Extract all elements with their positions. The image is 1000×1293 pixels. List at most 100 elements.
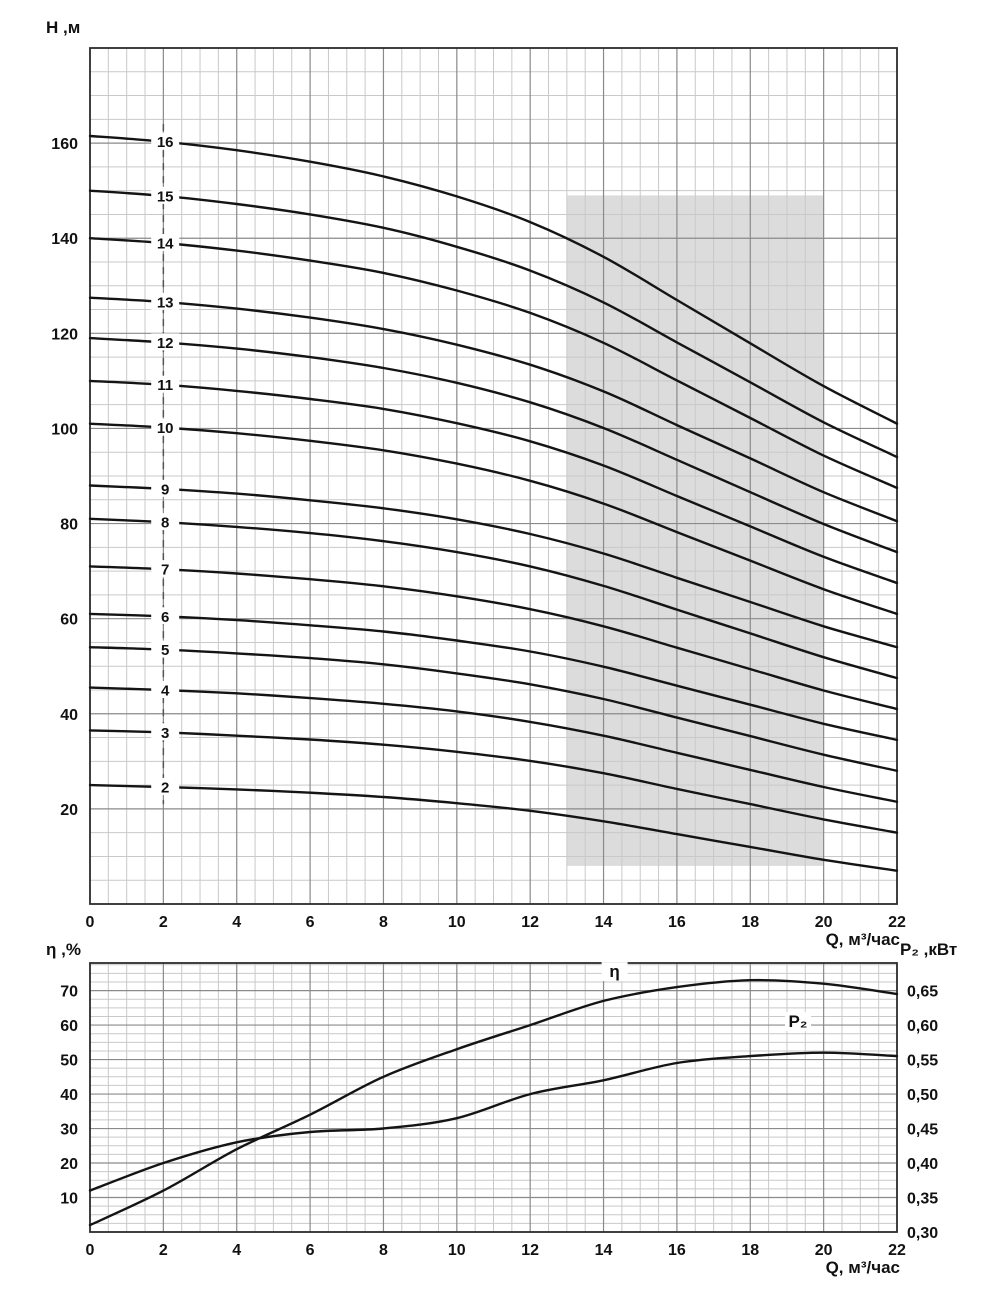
head-curve-4 <box>88 686 899 803</box>
head-curve-10 <box>88 422 899 616</box>
stage-label-12: 12 <box>157 335 174 352</box>
tick-label: 70 <box>60 984 78 1001</box>
stage-label-bg <box>151 333 180 351</box>
stage-label-15: 15 <box>157 188 174 205</box>
stage-label-bg <box>151 479 180 497</box>
efficiency-power-chart: η P₂ 0 2 4 6 8 10 12 14 16 18 20 22 10 20 30 40 50 60 70 0,65… <box>60 962 938 1259</box>
curve-label-bg <box>601 962 628 982</box>
stage-label-bg <box>151 607 180 625</box>
power-curve <box>88 1051 899 1192</box>
head-curve-12 <box>88 336 899 554</box>
head-curve-16 <box>88 134 899 425</box>
tick-label: 0,30 <box>907 1225 938 1242</box>
efficiency-axis-title: η ,% <box>46 940 81 959</box>
flow-axis-title-top: Q, м³/час <box>825 930 900 949</box>
tick-label: 12 <box>521 914 539 931</box>
stage-label-16: 16 <box>157 134 174 151</box>
stage-label-3: 3 <box>161 725 169 742</box>
tick-label: 2 <box>159 1242 168 1259</box>
stage-label-bg <box>151 292 180 310</box>
tick-label: 40 <box>60 1087 78 1104</box>
tick-label: 2 <box>159 914 168 931</box>
tick-label: 80 <box>60 517 78 534</box>
power-curve-label: P₂ <box>789 1012 808 1031</box>
tick-label: 140 <box>51 231 78 248</box>
tick-label: 30 <box>60 1122 78 1139</box>
efficiency-chart-frame <box>89 962 898 1233</box>
tick-label: 16 <box>668 1242 686 1259</box>
tick-label: 14 <box>595 914 613 931</box>
head-curve-6 <box>88 612 899 742</box>
tick-label: 100 <box>51 421 78 438</box>
head-curve-8 <box>88 517 899 680</box>
efficiency-curve-label: η <box>609 962 619 981</box>
head-curve-14 <box>88 237 899 490</box>
stage-label-9: 9 <box>161 481 169 498</box>
tick-label: 8 <box>379 1242 388 1259</box>
tick-label: 0 <box>86 1242 95 1259</box>
stage-label-bg <box>151 778 180 795</box>
stage-label-5: 5 <box>161 642 169 659</box>
tick-label: 16 <box>668 914 686 931</box>
tick-label: 22 <box>888 1242 906 1259</box>
efficiency-power-curves <box>88 978 899 1227</box>
stage-label-bg <box>151 560 180 578</box>
tick-label: 50 <box>60 1053 78 1070</box>
tick-label: 6 <box>306 1242 315 1259</box>
head-axis-title: H ,м <box>46 18 81 37</box>
stage-label-bg <box>151 418 180 436</box>
tick-label: 0,65 <box>907 984 938 1001</box>
stage-label-bg <box>151 375 180 393</box>
tick-label: 20 <box>60 802 78 819</box>
tick-label: 0,35 <box>907 1191 938 1208</box>
head-curve-15 <box>88 189 899 459</box>
tick-label: 60 <box>60 1018 78 1035</box>
stage-label-bg <box>151 513 180 531</box>
stage-label-2: 2 <box>161 780 169 797</box>
tick-label: 4 <box>232 914 241 931</box>
tick-label: 4 <box>232 1242 241 1259</box>
stage-label-11: 11 <box>157 377 173 394</box>
head-curve-2 <box>88 783 899 872</box>
head-curve-7 <box>88 565 899 711</box>
tick-label: 0,50 <box>907 1087 938 1104</box>
efficiency-curve <box>88 978 899 1227</box>
tick-label: 18 <box>741 1242 759 1259</box>
stage-label-bg <box>151 132 180 150</box>
stage-labels: 16 15 14 13 12 11 10 9 8 7 6 5 4 3 2 <box>151 132 180 797</box>
power-axis-title: P₂ ,кВт <box>900 940 958 959</box>
head-curve-13 <box>88 296 899 523</box>
head-curves <box>88 134 899 872</box>
tick-label: 12 <box>521 1242 539 1259</box>
tick-label: 14 <box>595 1242 613 1259</box>
tick-label: 18 <box>741 914 759 931</box>
tick-label: 160 <box>51 136 78 153</box>
stage-label-4: 4 <box>161 683 170 700</box>
stage-label-7: 7 <box>161 562 169 579</box>
tick-label: 20 <box>815 914 833 931</box>
tick-label: 0 <box>86 914 95 931</box>
stage-label-bg <box>151 723 180 741</box>
tick-label: 6 <box>306 914 315 931</box>
curve-label-bg <box>785 1012 811 1032</box>
stage-label-8: 8 <box>161 515 169 532</box>
tick-label: 0,40 <box>907 1156 938 1173</box>
stage-label-6: 6 <box>161 609 169 626</box>
stage-label-bg <box>151 681 180 698</box>
tick-label: 10 <box>60 1191 78 1208</box>
stage-label-13: 13 <box>157 294 174 311</box>
tick-label: 120 <box>51 326 78 343</box>
tick-label: 20 <box>815 1242 833 1259</box>
stage-label-bg <box>151 640 180 658</box>
tick-label: 0,45 <box>907 1122 938 1139</box>
tick-label: 0,60 <box>907 1018 938 1035</box>
flow-axis-title-bottom: Q, м³/час <box>825 1258 900 1277</box>
stage-label-14: 14 <box>157 235 174 252</box>
tick-label: 40 <box>60 707 78 724</box>
tick-label: 8 <box>379 914 388 931</box>
tick-label: 0,55 <box>907 1053 938 1070</box>
tick-label: 60 <box>60 612 78 629</box>
